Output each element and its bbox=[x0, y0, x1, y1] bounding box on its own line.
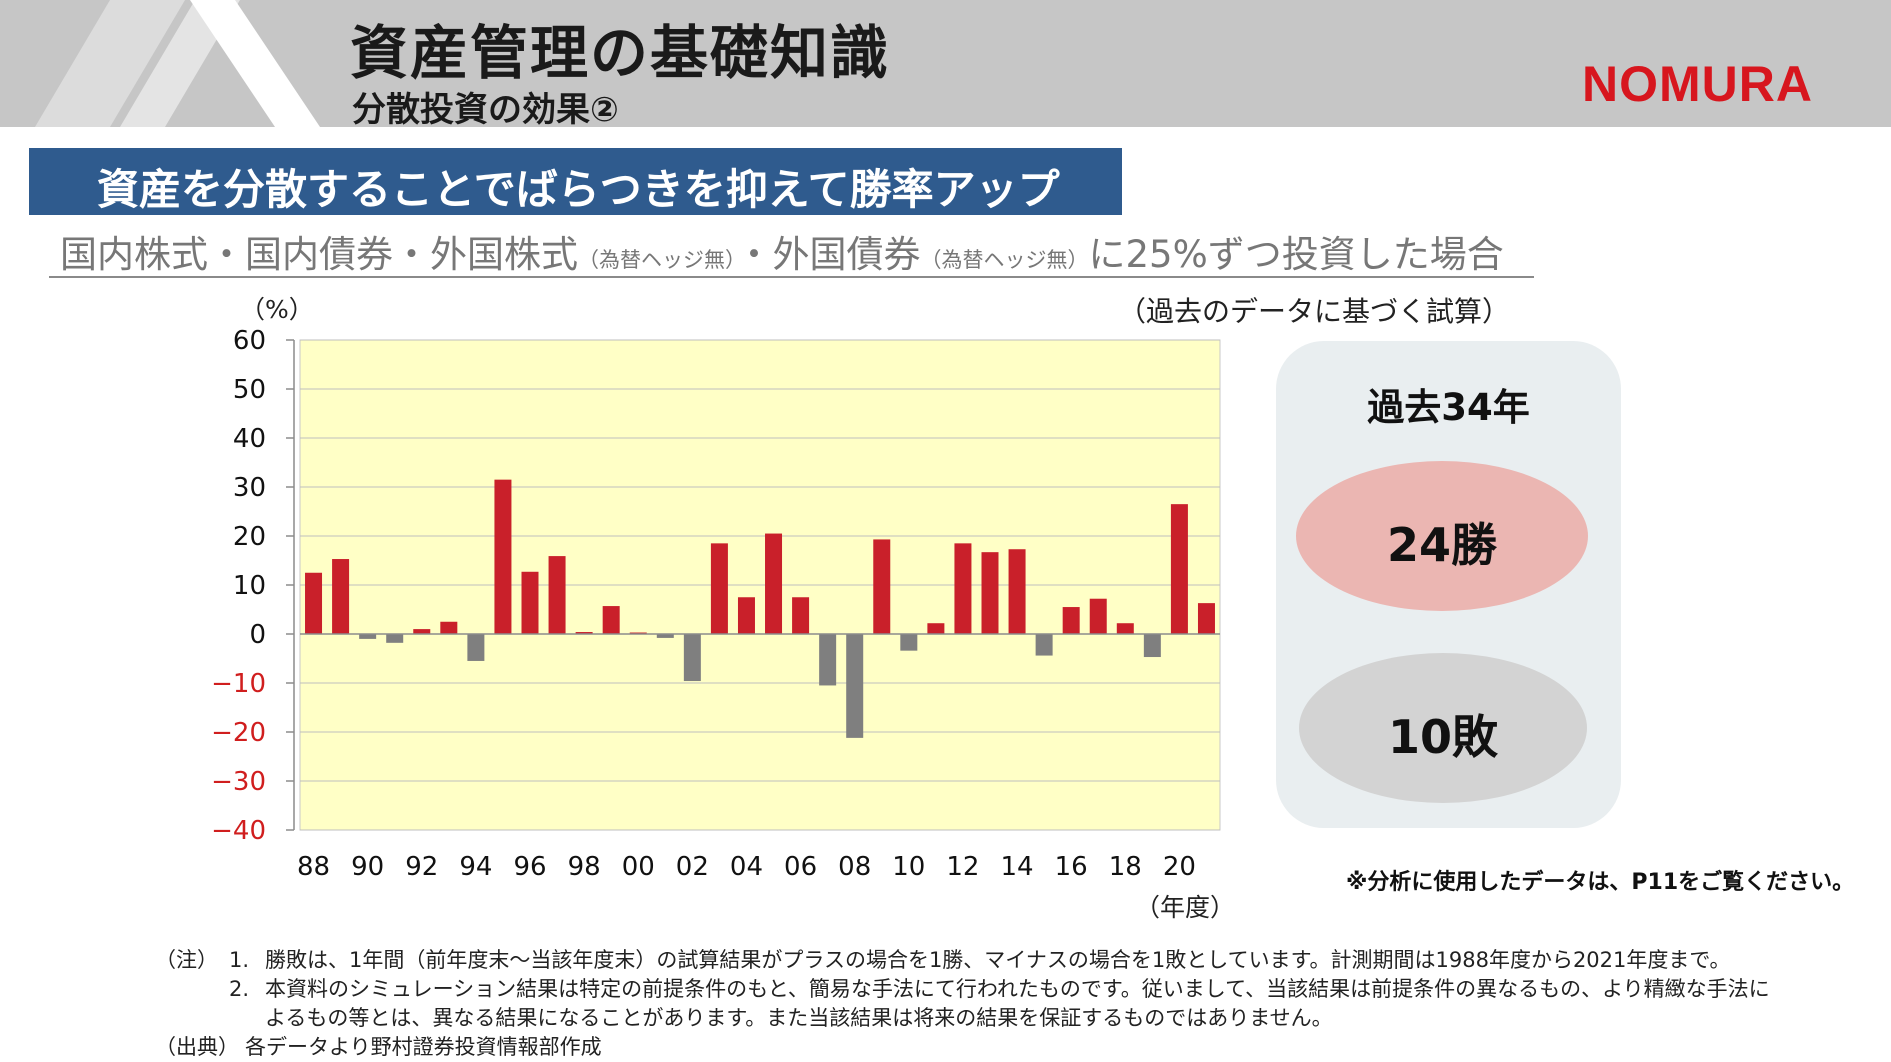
note-label: （注） bbox=[155, 948, 218, 972]
x-tick-label: 96 bbox=[513, 852, 546, 882]
bar-94 bbox=[467, 634, 485, 661]
note-2-line-1: 本資料のシミュレーション結果は特定の前提条件のもと、簡易な手法にて行われたもので… bbox=[265, 977, 1770, 1001]
results-panel: 過去34年 24勝 10敗 bbox=[1276, 341, 1621, 828]
x-tick-label: 98 bbox=[568, 852, 601, 882]
y-axis-unit-label: （%） bbox=[240, 295, 314, 324]
source-label: （出典） bbox=[155, 1035, 239, 1059]
losses-count: 10敗 bbox=[1387, 710, 1498, 764]
condition-part-1: 国内株式・国内債券・外国株式 bbox=[60, 233, 578, 276]
bar-21 bbox=[1197, 603, 1215, 634]
y-tick-label: −10 bbox=[211, 669, 266, 699]
x-tick-label: 16 bbox=[1055, 852, 1088, 882]
headline-banner: 資産を分散することでばらつきを抑えて勝率アップ bbox=[29, 148, 1122, 215]
bar-04 bbox=[737, 597, 755, 634]
condition-part-3: に25%ずつ投資した場合 bbox=[1088, 233, 1504, 276]
header-stripe-1 bbox=[35, 0, 185, 127]
nomura-logo: NOMURA bbox=[1582, 56, 1813, 112]
headline-text: 資産を分散することでばらつきを抑えて勝率アップ bbox=[97, 165, 1060, 214]
note-2-number: 2. bbox=[229, 977, 250, 1001]
note-2-line-2: よるもの等とは、異なる結果になることがあります。また当該結果は将来の結果を保証す… bbox=[265, 1006, 1333, 1030]
x-tick-label: 12 bbox=[946, 852, 979, 882]
y-tick-label: 10 bbox=[233, 571, 266, 601]
header-decoration bbox=[35, 0, 320, 127]
bar-19 bbox=[1143, 634, 1161, 658]
condition-underline bbox=[49, 276, 1534, 278]
y-tick-label: −20 bbox=[211, 718, 266, 748]
bar-01 bbox=[656, 634, 674, 638]
bar-10 bbox=[900, 634, 918, 651]
bar-99 bbox=[602, 606, 620, 634]
bar-91 bbox=[386, 634, 404, 643]
y-tick-label: 20 bbox=[233, 522, 266, 552]
header-stripe-2 bbox=[120, 0, 240, 127]
bar-11 bbox=[927, 623, 945, 634]
y-tick-label: 30 bbox=[233, 473, 266, 503]
x-tick-label: 06 bbox=[784, 852, 817, 882]
x-tick-label: 14 bbox=[1001, 852, 1034, 882]
bar-03 bbox=[710, 543, 728, 634]
page-title: 資産管理の基礎知識 bbox=[350, 19, 891, 87]
bar-08 bbox=[846, 634, 864, 738]
header: 資産管理の基礎知識 分散投資の効果② NOMURA bbox=[0, 0, 1891, 127]
header-stripe-3 bbox=[190, 0, 320, 127]
x-tick-label: 18 bbox=[1109, 852, 1142, 882]
data-reference-note: ※分析に使用したデータは、P11をご覧ください。 bbox=[1346, 870, 1855, 895]
condition-hedge-1: （為替ヘッジ無） bbox=[578, 248, 736, 272]
x-axis-unit-label: （年度） bbox=[1135, 893, 1236, 922]
x-tick-label: 88 bbox=[297, 852, 330, 882]
note-1-number: 1. bbox=[229, 948, 250, 972]
bar-92 bbox=[413, 629, 431, 634]
x-tick-label: 20 bbox=[1163, 852, 1196, 882]
bar-97 bbox=[548, 556, 566, 634]
bar-90 bbox=[359, 634, 377, 639]
y-tick-label: −30 bbox=[211, 767, 266, 797]
bar-98 bbox=[575, 632, 593, 634]
losses-badge: 10敗 bbox=[1299, 653, 1587, 803]
x-tick-label: 08 bbox=[838, 852, 871, 882]
y-tick-label: 40 bbox=[233, 424, 266, 454]
note-1-text: 勝敗は、1年間（前年度末～当該年度末）の試算結果がプラスの場合を1勝、マイナスの… bbox=[265, 948, 1731, 972]
bar-96 bbox=[521, 571, 539, 634]
bar-89 bbox=[332, 559, 350, 634]
bar-06 bbox=[792, 597, 810, 634]
bar-05 bbox=[765, 533, 783, 634]
bar-09 bbox=[873, 539, 891, 634]
y-tick-label: 50 bbox=[233, 375, 266, 405]
y-tick-label: −40 bbox=[211, 816, 266, 846]
bar-18 bbox=[1116, 623, 1134, 634]
bar-12 bbox=[954, 543, 972, 634]
bar-15 bbox=[1035, 634, 1053, 656]
bar-93 bbox=[440, 621, 458, 634]
wins-badge: 24勝 bbox=[1296, 461, 1588, 611]
y-tick-label: 0 bbox=[249, 620, 266, 650]
bar-16 bbox=[1062, 607, 1080, 634]
bar-95 bbox=[494, 479, 512, 634]
bar-88 bbox=[305, 572, 323, 634]
condition-hedge-2: （為替ヘッジ無） bbox=[920, 248, 1089, 272]
x-tick-label: 04 bbox=[730, 852, 763, 882]
results-period: 過去34年 bbox=[1367, 386, 1530, 429]
investment-condition: 国内株式・国内債券・外国株式（為替ヘッジ無）・外国債券（為替ヘッジ無）に25%ず… bbox=[60, 224, 1504, 278]
x-tick-label: 94 bbox=[459, 852, 492, 882]
condition-part-2: ・外国債券 bbox=[735, 233, 921, 276]
x-tick-label: 10 bbox=[892, 852, 925, 882]
x-tick-label: 00 bbox=[622, 852, 655, 882]
bar-14 bbox=[1008, 549, 1026, 634]
page-subtitle: 分散投資の効果② bbox=[352, 90, 619, 127]
bar-02 bbox=[683, 634, 701, 682]
y-tick-label: 60 bbox=[233, 326, 266, 356]
source-text: 各データより野村證券投資情報部作成 bbox=[245, 1035, 602, 1059]
bar-17 bbox=[1089, 598, 1107, 634]
bar-20 bbox=[1170, 504, 1188, 634]
x-tick-label: 92 bbox=[405, 852, 438, 882]
wins-count: 24勝 bbox=[1386, 518, 1497, 572]
x-tick-label: 02 bbox=[676, 852, 709, 882]
bar-13 bbox=[981, 552, 999, 634]
returns-bar-chart: 60 50 40 30 20 10 0 −10 −20 −30 −40 88 90 92 94 96 98 00… bbox=[211, 326, 1221, 882]
estimate-note: （過去のデータに基づく試算） bbox=[1118, 295, 1511, 328]
x-tick-label: 90 bbox=[351, 852, 384, 882]
bar-07 bbox=[819, 634, 837, 686]
